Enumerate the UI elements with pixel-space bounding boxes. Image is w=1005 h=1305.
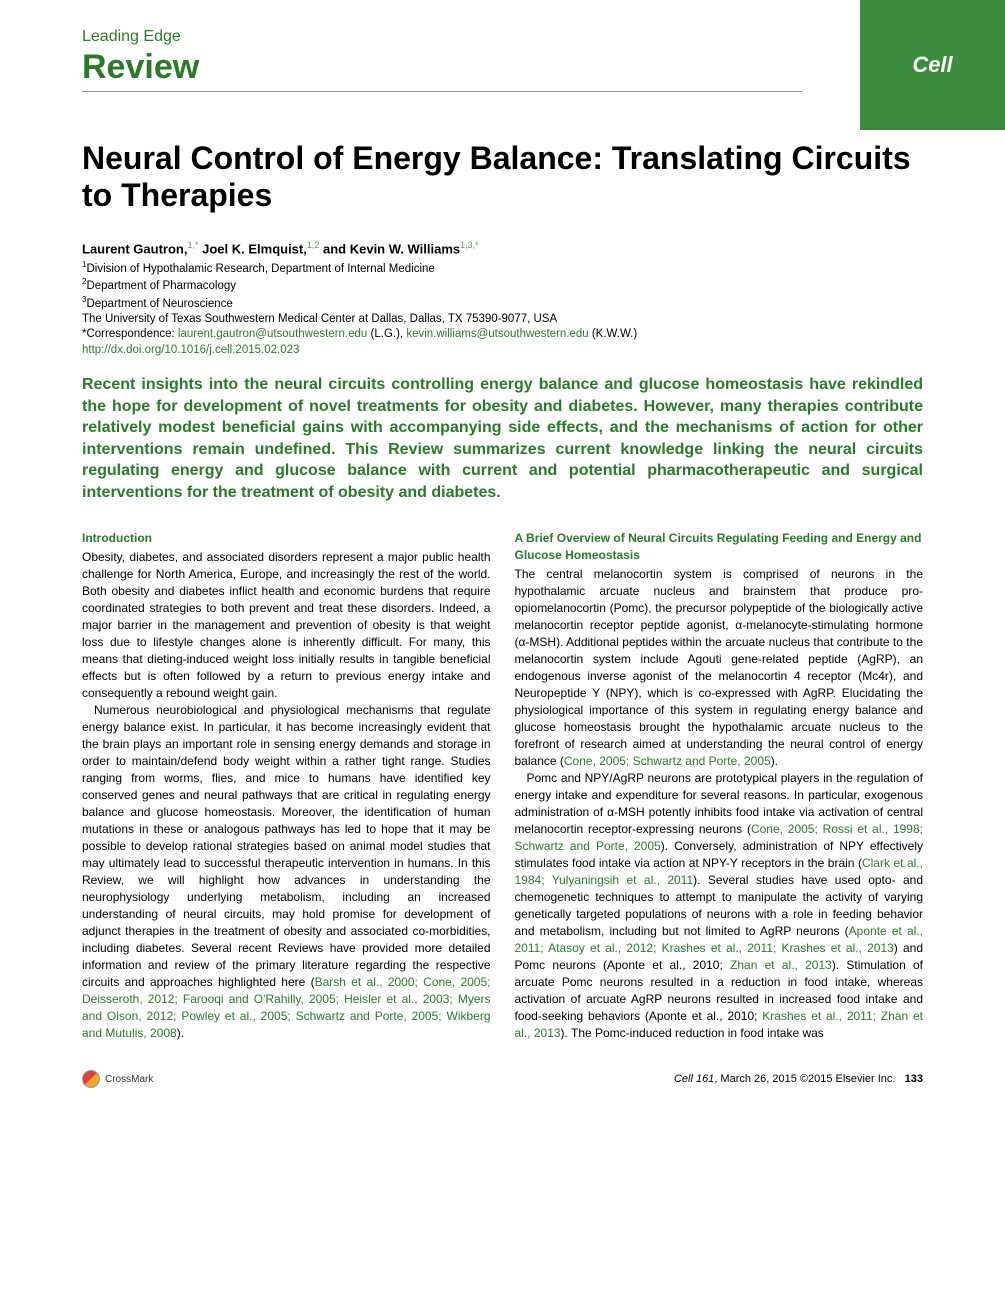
aff-2-text: Department of Pharmacology bbox=[86, 280, 236, 292]
overview-heading: A Brief Overview of Neural Circuits Regu… bbox=[515, 530, 924, 564]
footer-journal: Cell bbox=[674, 1073, 693, 1085]
affiliation-2: 2Department of Pharmacology bbox=[82, 277, 923, 294]
overview-p1-cite[interactable]: Cone, 2005; Schwartz and Porte, 2005 bbox=[564, 754, 771, 768]
intro-p2: Numerous neurobiological and physiologic… bbox=[82, 702, 491, 1043]
overview-p1: The central melanocortin system is compr… bbox=[515, 566, 924, 770]
journal-logo: Cell bbox=[912, 52, 952, 78]
body-columns: Introduction Obesity, diabetes, and asso… bbox=[82, 530, 923, 1043]
corr-label: *Correspondence: bbox=[82, 328, 178, 340]
overview-p1-text: The central melanocortin system is compr… bbox=[515, 567, 924, 768]
intro-p2-text: Numerous neurobiological and physiologic… bbox=[82, 703, 491, 990]
right-column: A Brief Overview of Neural Circuits Regu… bbox=[515, 530, 924, 1043]
email-2-paren: (K.W.W.) bbox=[589, 328, 638, 340]
aff-3-text: Department of Neuroscience bbox=[86, 297, 232, 309]
leading-edge-label: Leading Edge bbox=[82, 28, 923, 46]
authors-line: Laurent Gautron,1,* Joel K. Elmquist,1,2… bbox=[82, 240, 923, 256]
intro-p2-close: ). bbox=[177, 1026, 184, 1040]
footer-page: 133 bbox=[905, 1073, 923, 1085]
author-2: Joel K. Elmquist, bbox=[202, 241, 307, 256]
email-1-paren: (L.G.), bbox=[367, 328, 406, 340]
overview-p2f: ). The Pomc-induced reduction in food in… bbox=[561, 1026, 824, 1040]
crossmark-label: CrossMark bbox=[105, 1074, 153, 1085]
footer-date: , March 26, 2015 bbox=[714, 1073, 800, 1085]
email-link-1[interactable]: laurent.gautron@utsouthwestern.edu bbox=[178, 328, 367, 340]
page-container: Cell Leading Edge Review Neural Control … bbox=[0, 0, 1005, 1108]
email-link-2[interactable]: kevin.williams@utsouthwestern.edu bbox=[406, 328, 588, 340]
footer-vol: 161 bbox=[693, 1073, 714, 1085]
abstract-text: Recent insights into the neural circuits… bbox=[82, 374, 923, 504]
affiliation-inst: The University of Texas Southwestern Med… bbox=[82, 312, 923, 328]
overview-p2: Pomc and NPY/AgRP neurons are prototypic… bbox=[515, 770, 924, 1043]
doi-link[interactable]: http://dx.doi.org/10.1016/j.cell.2015.02… bbox=[82, 344, 923, 356]
article-title: Neural Control of Energy Balance: Transl… bbox=[82, 140, 923, 214]
page-info: Cell 161, March 26, 2015 ©2015 Elsevier … bbox=[674, 1073, 923, 1085]
affiliation-1: 1Division of Hypothalamic Research, Depa… bbox=[82, 260, 923, 277]
author-3: and Kevin W. Williams bbox=[323, 241, 460, 256]
author-1-ast: * bbox=[195, 240, 199, 250]
crossmark-icon bbox=[82, 1070, 100, 1088]
header-rule bbox=[82, 91, 802, 92]
correspondence-line: *Correspondence: laurent.gautron@utsouth… bbox=[82, 327, 923, 343]
journal-tab: Cell bbox=[860, 0, 1005, 130]
intro-heading: Introduction bbox=[82, 530, 491, 547]
author-3-sup: 1,3, bbox=[460, 240, 475, 250]
author-3-ast: * bbox=[475, 240, 479, 250]
affiliation-3: 3Department of Neuroscience bbox=[82, 295, 923, 312]
intro-p1: Obesity, diabetes, and associated disord… bbox=[82, 549, 491, 702]
author-1-sup: 1, bbox=[187, 240, 195, 250]
overview-p1-close: ). bbox=[771, 754, 778, 768]
left-column: Introduction Obesity, diabetes, and asso… bbox=[82, 530, 491, 1043]
review-label: Review bbox=[82, 48, 923, 87]
page-footer: CrossMark Cell 161, March 26, 2015 ©2015… bbox=[82, 1070, 923, 1088]
overview-p2-cite4[interactable]: Zhan et al., 2013 bbox=[730, 958, 832, 972]
author-1: Laurent Gautron, bbox=[82, 241, 187, 256]
author-2-sup: 1,2 bbox=[307, 240, 320, 250]
footer-copyright: ©2015 Elsevier Inc. bbox=[800, 1073, 896, 1085]
aff-1-text: Division of Hypothalamic Research, Depar… bbox=[86, 263, 434, 275]
crossmark-badge[interactable]: CrossMark bbox=[82, 1070, 153, 1088]
